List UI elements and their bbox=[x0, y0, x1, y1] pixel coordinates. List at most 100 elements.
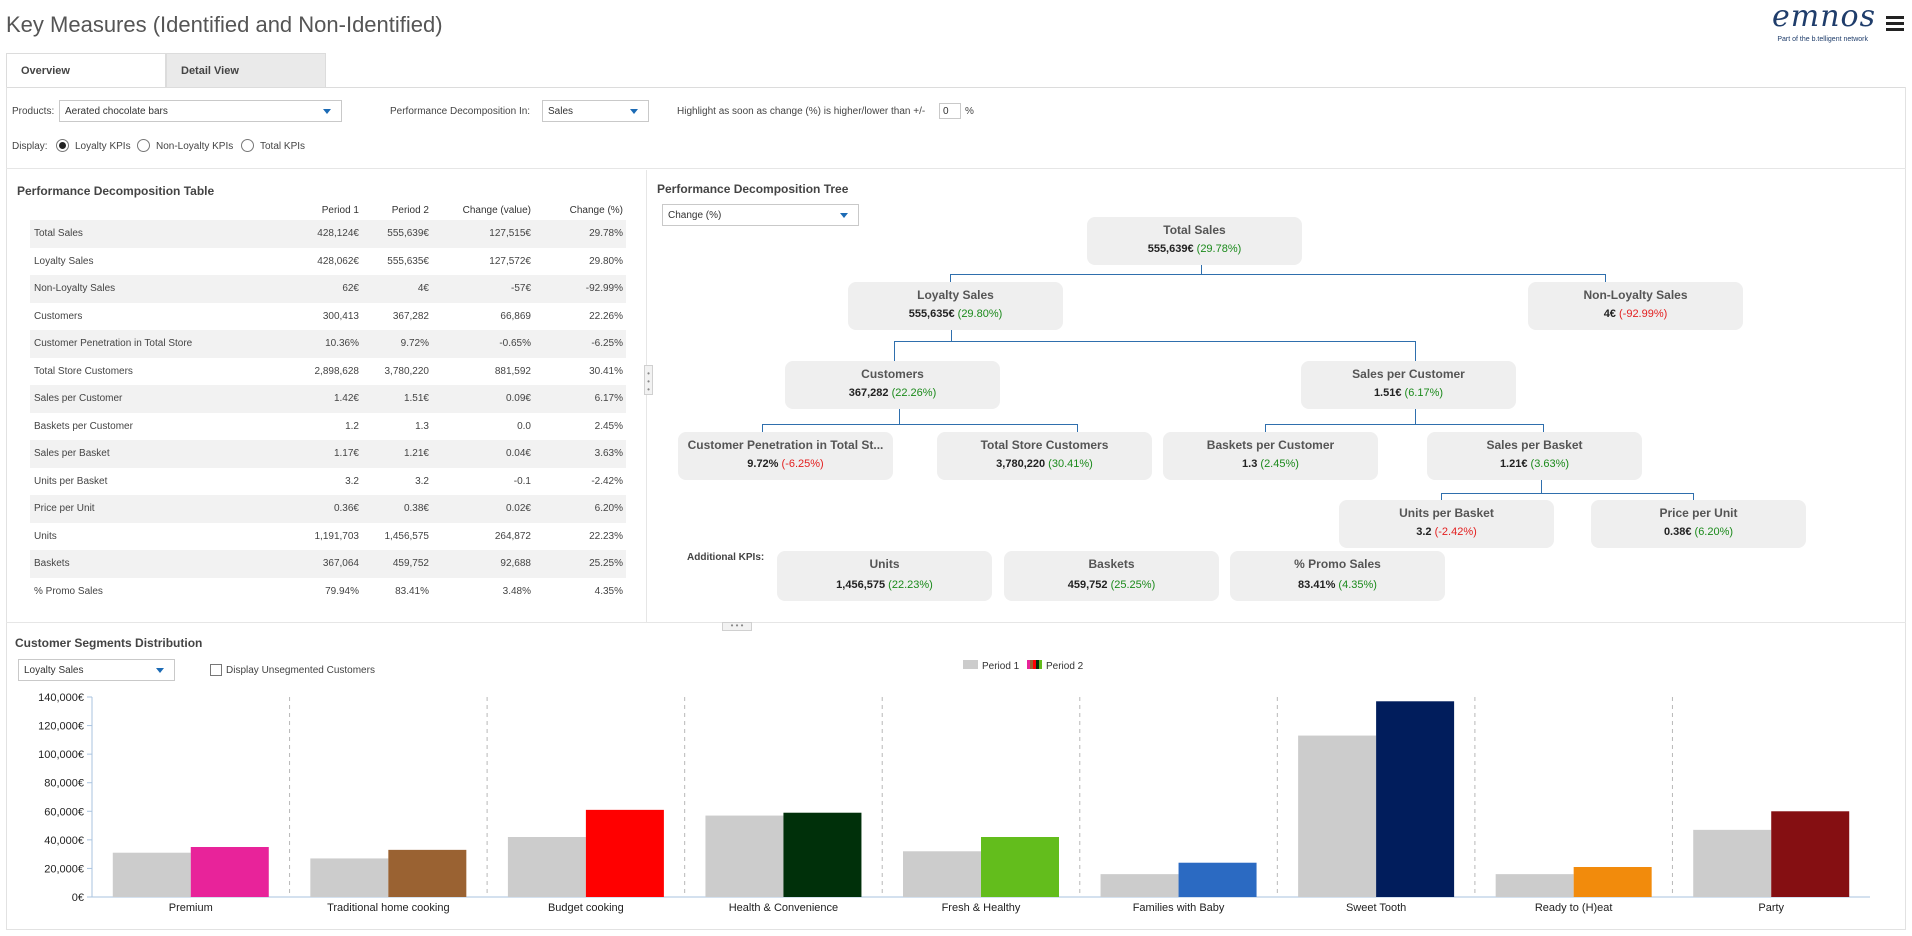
cell-value: 1.42€ bbox=[298, 385, 362, 413]
node-change: (4.35%) bbox=[1338, 579, 1377, 591]
cell-value: 29.78% bbox=[534, 220, 626, 248]
tree-connector bbox=[1543, 424, 1544, 432]
node-value: 1.21€ bbox=[1499, 458, 1528, 470]
node-change: (-2.42%) bbox=[1434, 526, 1477, 538]
additional-kpis-label: Additional KPIs: bbox=[687, 552, 765, 563]
legend-swatch-period-2 bbox=[1027, 660, 1030, 669]
cell-value: 9.72% bbox=[362, 330, 432, 358]
tree-connector bbox=[950, 274, 1605, 275]
cell-value: 1.2 bbox=[345, 420, 359, 432]
highlight-threshold-input[interactable] bbox=[939, 103, 961, 119]
cell-value: -6.25% bbox=[534, 330, 626, 358]
tree-node-promo-sales[interactable]: % Promo Sales 83.41% (4.35%) bbox=[1230, 551, 1445, 601]
row-label: Customers bbox=[34, 310, 83, 322]
tree-node-sales-per-customer[interactable]: Sales per Customer 1.51€ (6.17%) bbox=[1301, 361, 1516, 409]
products-select[interactable]: Aerated chocolate bars bbox=[59, 100, 342, 122]
tree-node-customers[interactable]: Customers 367,282 (22.26%) bbox=[785, 361, 1000, 409]
section-divider bbox=[6, 622, 1906, 623]
cell-value: 3.2 bbox=[345, 475, 359, 487]
node-value: 0.38€ bbox=[1663, 526, 1692, 538]
legend-swatch-period-1 bbox=[963, 660, 978, 669]
tree-metric-select[interactable]: Change (%) bbox=[662, 204, 859, 226]
tree-node-units[interactable]: Units 1,456,575 (22.23%) bbox=[777, 551, 992, 601]
cell-value: 22.26% bbox=[589, 310, 623, 322]
tree-connector bbox=[899, 409, 900, 424]
cell-value: 3.2 bbox=[415, 475, 429, 487]
y-tick-label: 140,000€ bbox=[38, 692, 84, 704]
content-frame bbox=[6, 87, 1906, 930]
table-header: Change (value) bbox=[462, 204, 531, 216]
tree-node-customer-penetration[interactable]: Customer Penetration in Total St... 9.72… bbox=[678, 432, 893, 480]
cell-value: 1,191,703 bbox=[314, 530, 360, 542]
vertical-resize-handle[interactable]: • • • bbox=[722, 622, 752, 631]
tree-node-non-loyalty-sales[interactable]: Non-Loyalty Sales 4€ (-92.99%) bbox=[1528, 282, 1743, 330]
node-value: 3.2 bbox=[1416, 526, 1432, 538]
radio-non-loyalty-kpis[interactable] bbox=[137, 139, 150, 152]
tree-node-units-per-basket[interactable]: Units per Basket 3.2 (-2.42%) bbox=[1339, 500, 1554, 548]
x-tick-label: Families with Baby bbox=[1133, 902, 1225, 914]
products-label: Products: bbox=[12, 106, 55, 117]
tree-node-loyalty-sales[interactable]: Loyalty Sales 555,635€ (29.80%) bbox=[848, 282, 1063, 330]
table-row: Loyalty Sales 428,062€ 555,635€ 127,572€ 29.… bbox=[30, 248, 626, 276]
decomposition-label: Performance Decomposition In: bbox=[390, 106, 531, 117]
bar-period-2 bbox=[1178, 862, 1257, 897]
cell-value: 25.25% bbox=[534, 550, 626, 578]
hamburger-menu-icon[interactable] bbox=[1886, 16, 1904, 31]
tree-node-price-per-unit[interactable]: Price per Unit 0.38€ (6.20%) bbox=[1591, 500, 1806, 548]
bar-period-1 bbox=[1100, 874, 1179, 897]
decomposition-select[interactable]: Sales bbox=[542, 100, 649, 122]
row-label: Loyalty Sales bbox=[34, 255, 94, 267]
segments-metric-select[interactable]: Loyalty Sales bbox=[18, 659, 175, 681]
controls-divider bbox=[6, 168, 1906, 169]
table-row: Units 1,191,703 1,456,575 264,872 22.23% bbox=[30, 523, 626, 551]
node-change: (-6.25%) bbox=[781, 458, 824, 470]
tab-detail-view[interactable]: Detail View bbox=[166, 53, 326, 88]
cell-value: 3,780,220 bbox=[384, 365, 430, 377]
cell-value: 127,515€ bbox=[432, 220, 534, 248]
bar-period-1 bbox=[1495, 874, 1574, 897]
unsegmented-customers-label: Display Unsegmented Customers bbox=[226, 665, 375, 676]
x-tick-label: Fresh & Healthy bbox=[942, 902, 1021, 914]
node-change: (3.63%) bbox=[1530, 458, 1570, 470]
node-change: (29.78%) bbox=[1196, 243, 1242, 255]
table-header: Change (%) bbox=[569, 204, 623, 216]
tree-node-sales-per-basket[interactable]: Sales per Basket 1.21€ (3.63%) bbox=[1427, 432, 1642, 480]
unsegmented-customers-checkbox[interactable] bbox=[210, 664, 222, 676]
table-title: Performance Decomposition Table bbox=[17, 184, 215, 198]
table-row: % Promo Sales 79.94% 83.41% 3.48% 4.35% bbox=[30, 578, 626, 606]
cell-value: 0.02€ bbox=[432, 495, 534, 523]
tree-node-total-sales[interactable]: Total Sales 555,639€ (29.78%) bbox=[1087, 217, 1302, 265]
node-value: 3,780,220 bbox=[996, 458, 1046, 470]
decomposition-value: Sales bbox=[548, 106, 574, 117]
page-title: Key Measures (Identified and Non-Identif… bbox=[6, 12, 443, 37]
cell-value: 881,592 bbox=[494, 365, 531, 377]
table-row: Baskets per Customer 1.2 1.3 0.0 2.45% bbox=[30, 413, 626, 441]
node-value: 555,639€ bbox=[1147, 243, 1194, 255]
bar-period-1 bbox=[112, 852, 191, 897]
bar-period-2 bbox=[981, 837, 1059, 897]
tree-node-total-store-customers[interactable]: Total Store Customers 3,780,220 (30.41%) bbox=[937, 432, 1152, 480]
tree-connector bbox=[894, 341, 895, 361]
bar-period-1 bbox=[1693, 829, 1772, 897]
x-tick-label: Ready to (H)eat bbox=[1535, 902, 1613, 914]
tree-node-baskets[interactable]: Baskets 459,752 (25.25%) bbox=[1004, 551, 1219, 601]
row-label: % Promo Sales bbox=[34, 585, 103, 597]
table-row: Customers 300,413 367,282 66,869 22.26% bbox=[30, 303, 626, 331]
tree-node-baskets-per-customer[interactable]: Baskets per Customer 1.3 (2.45%) bbox=[1163, 432, 1378, 480]
cell-value: 0.09€ bbox=[432, 385, 534, 413]
tree-connector bbox=[762, 424, 1077, 425]
table-header: Period 1 bbox=[321, 204, 359, 216]
horizontal-resize-handle[interactable]: • • • bbox=[644, 365, 653, 395]
node-change: (6.20%) bbox=[1694, 526, 1734, 538]
cell-value: 459,752 bbox=[362, 550, 432, 578]
node-value: 1.3 bbox=[1242, 458, 1258, 470]
cell-value: 10.36% bbox=[298, 330, 362, 358]
radio-loyalty-kpis[interactable] bbox=[56, 139, 69, 152]
tree-connector bbox=[1077, 424, 1078, 432]
x-tick-label: Traditional home cooking bbox=[327, 902, 450, 914]
cell-value: 0.38€ bbox=[362, 495, 432, 523]
node-value: 83.41% bbox=[1298, 579, 1336, 591]
radio-loyalty-kpis-label: Loyalty KPIs bbox=[75, 141, 131, 152]
cell-value: 79.94% bbox=[325, 585, 359, 597]
radio-total-kpis[interactable] bbox=[241, 139, 254, 152]
